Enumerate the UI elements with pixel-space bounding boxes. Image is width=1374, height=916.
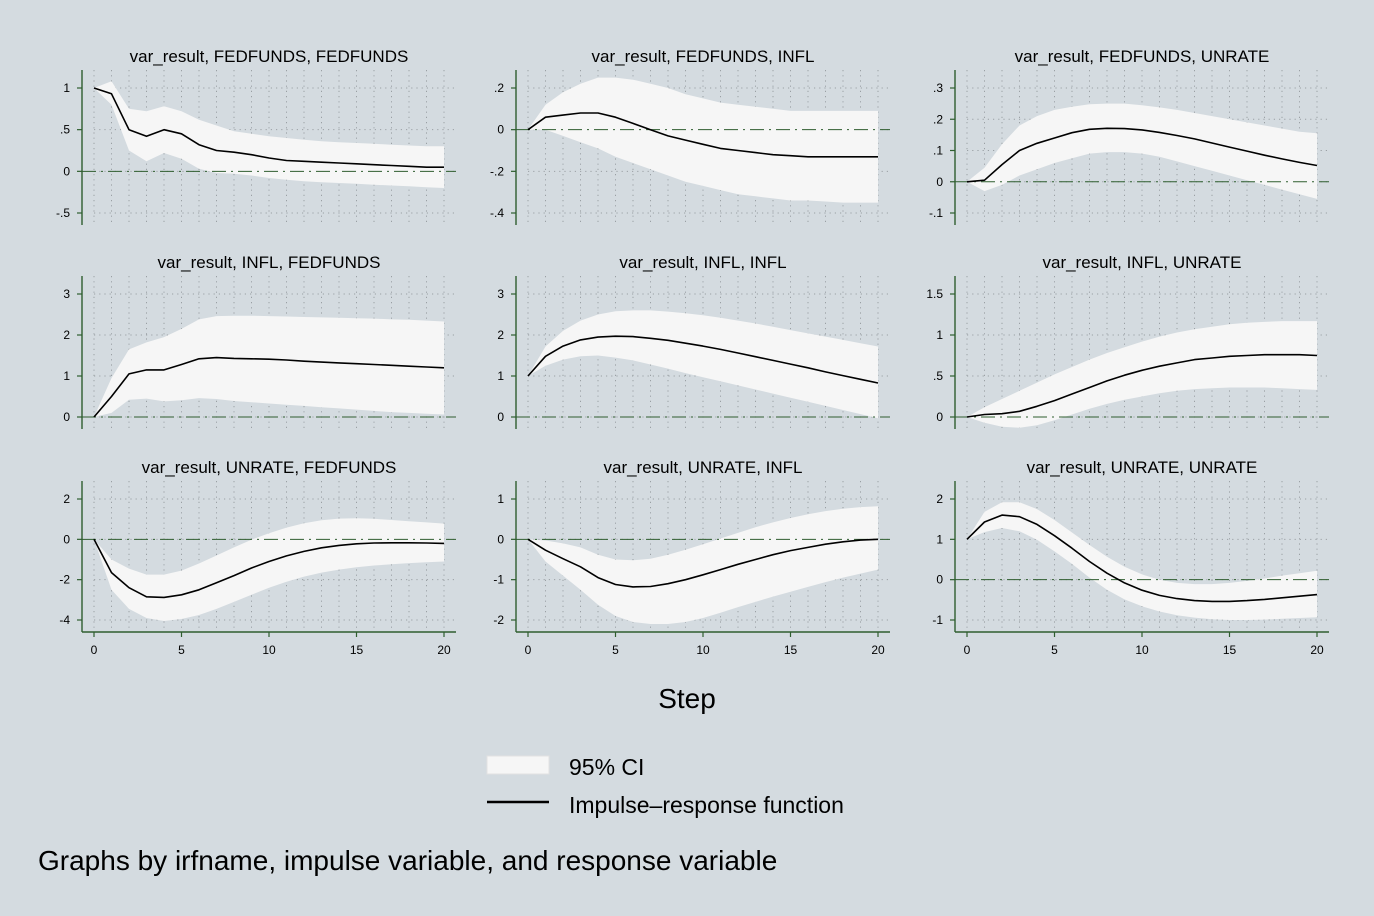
irf-line	[93, 87, 444, 168]
panel-title: var_result, FEDFUNDS, FEDFUNDS	[130, 47, 409, 66]
y-tick-label: 2	[497, 328, 504, 342]
y-tick-label: -.1	[929, 206, 943, 220]
irf-line	[966, 353, 1318, 418]
y-tick-label: 3	[63, 287, 70, 301]
panel-title: var_result, FEDFUNDS, INFL	[592, 47, 815, 66]
y-tick-label: -1	[932, 613, 943, 627]
ci-band	[967, 103, 1317, 199]
y-tick-label: .2	[494, 81, 504, 95]
panel-title: var_result, UNRATE, FEDFUNDS	[142, 458, 397, 477]
x-tick-label: 20	[1310, 643, 1324, 657]
panel-title: var_result, INFL, UNRATE	[1042, 253, 1241, 272]
y-tick-label: 1	[497, 369, 504, 383]
legend-ci-label: 95% CI	[569, 754, 644, 780]
y-tick-label: 2	[63, 328, 70, 342]
x-tick-label: 10	[696, 643, 710, 657]
x-tick-label: 5	[612, 643, 619, 657]
ci-band	[94, 81, 444, 188]
x-tick-label: 20	[871, 643, 885, 657]
x-tick-label: 20	[437, 643, 451, 657]
irf-line	[93, 538, 445, 599]
y-tick-label: .5	[60, 123, 70, 137]
y-tick-label: 2	[63, 492, 70, 506]
y-tick-label: .1	[933, 144, 943, 158]
irf-line	[527, 335, 879, 384]
x-tick-label: 15	[784, 643, 798, 657]
x-tick-label: 5	[1051, 643, 1058, 657]
x-tick-label: 15	[350, 643, 364, 657]
legend-irf-label: Impulse–response function	[569, 792, 844, 818]
y-tick-label: 1	[63, 369, 70, 383]
y-tick-label: .3	[933, 81, 943, 95]
graph-note: Graphs by irfname, impulse variable, and…	[38, 845, 777, 876]
y-tick-label: 1	[936, 532, 943, 546]
x-tick-label: 0	[91, 643, 98, 657]
ci-band	[967, 502, 1317, 620]
ci-band	[94, 315, 444, 417]
panel-grid: var_result, FEDFUNDS, FEDFUNDS-.50.51var…	[56, 47, 1329, 657]
panel-title: var_result, INFL, FEDFUNDS	[158, 253, 381, 272]
y-tick-label: -.2	[490, 164, 504, 178]
y-tick-label: 1	[63, 81, 70, 95]
panel-title: var_result, FEDFUNDS, UNRATE	[1015, 47, 1270, 66]
x-tick-label: 10	[1135, 643, 1149, 657]
y-tick-label: 1.5	[926, 287, 943, 301]
legend-ci-swatch	[486, 755, 550, 775]
y-tick-label: 0	[936, 410, 943, 424]
irf-line	[966, 514, 1318, 603]
y-tick-label: 0	[497, 532, 504, 546]
irf-line	[527, 112, 878, 158]
panel-title: var_result, UNRATE, UNRATE	[1027, 458, 1258, 477]
irf-line	[966, 127, 1318, 183]
y-tick-label: 0	[63, 164, 70, 178]
y-tick-label: 3	[497, 287, 504, 301]
panel-2: var_result, FEDFUNDS, INFL -.4 -.2 0 .2	[490, 47, 890, 225]
panel-6: var_result, INFL, UNRATE 0 .5 1 1.5	[926, 253, 1329, 429]
panel-title: var_result, INFL, INFL	[619, 253, 786, 272]
y-tick-label: 0	[497, 410, 504, 424]
x-tick-label: 5	[178, 643, 185, 657]
ci-band	[528, 310, 878, 419]
y-tick-label: -2	[493, 613, 504, 627]
x-tick-label: 15	[1223, 643, 1237, 657]
y-tick-label: -.4	[490, 206, 504, 220]
panel-3: var_result, FEDFUNDS, UNRATE -.1 0 .1 .2 .3	[929, 47, 1329, 225]
y-tick-label: 1	[936, 328, 943, 342]
y-tick-label: 0	[63, 410, 70, 424]
x-tick-label: 0	[525, 643, 532, 657]
irf-line	[93, 356, 445, 418]
panel-5: var_result, INFL, INFL 0 1 2 3	[497, 253, 890, 429]
y-tick-label: -2	[59, 573, 70, 587]
y-tick-label: .2	[933, 112, 943, 126]
irf-line	[527, 538, 879, 588]
y-tick-label: 0	[936, 573, 943, 587]
panel-title: var_result, UNRATE, INFL	[603, 458, 802, 477]
y-tick-label: 0	[936, 175, 943, 189]
y-tick-label: -.5	[56, 206, 70, 220]
panel-1: var_result, FEDFUNDS, FEDFUNDS -.5 0 .5 1	[56, 47, 456, 225]
x-axis-title: Step	[658, 683, 716, 714]
y-tick-label: .5	[933, 369, 943, 383]
panel-4: var_result, INFL, FEDFUNDS 0 1 2 3	[63, 253, 456, 429]
ci-band	[528, 77, 878, 203]
x-tick-label: 0	[964, 643, 971, 657]
legend: 95% CI Impulse–response function	[486, 754, 844, 818]
y-tick-label: 2	[936, 492, 943, 506]
y-tick-label: -4	[59, 613, 70, 627]
y-tick-label: -1	[493, 573, 504, 587]
y-tick-label: 0	[497, 123, 504, 137]
y-tick-label: 1	[497, 492, 504, 506]
y-tick-label: 0	[63, 532, 70, 546]
x-tick-label: 10	[262, 643, 276, 657]
ci-band	[528, 506, 878, 624]
